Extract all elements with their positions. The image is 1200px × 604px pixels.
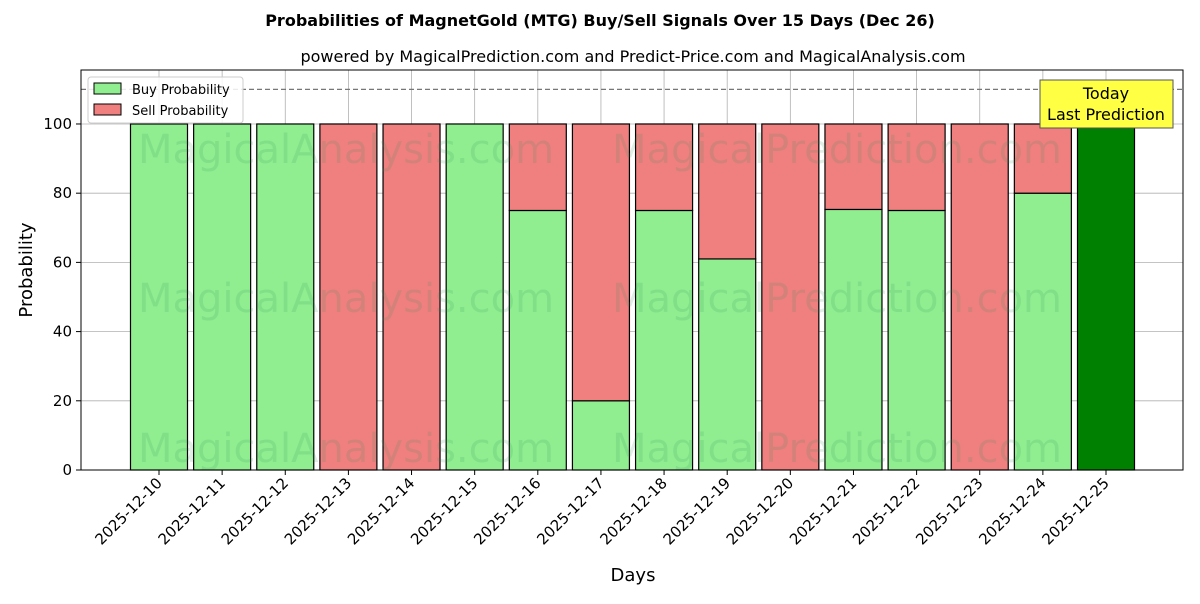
x-tick-label: 2025-12-16 bbox=[470, 474, 544, 548]
buy-bar bbox=[887, 209, 946, 471]
y-axis-label: Probability bbox=[16, 222, 37, 317]
today-annotation: Today Last Prediction bbox=[1039, 79, 1174, 129]
x-tick-label: 2025-12-22 bbox=[849, 474, 923, 548]
sell-bar bbox=[319, 123, 378, 471]
sell-bar bbox=[887, 123, 946, 212]
annotation-box bbox=[1039, 79, 1174, 129]
sell-bar bbox=[508, 123, 567, 212]
watermark: MagicalPrediction.com bbox=[612, 426, 1062, 472]
x-tick-label: 2025-12-13 bbox=[281, 474, 355, 548]
buy-bar bbox=[698, 258, 757, 471]
watermark: MagicalPrediction.com bbox=[612, 127, 1062, 173]
x-tick-label: 2025-12-23 bbox=[912, 474, 986, 548]
x-axis-label: Days bbox=[611, 565, 656, 586]
legend-label-sell: Sell Probability bbox=[132, 104, 229, 119]
watermark: MagicalAnalysis.com bbox=[138, 426, 554, 472]
sell-bar bbox=[950, 123, 1009, 471]
x-tick-label: 2025-12-14 bbox=[344, 474, 418, 548]
sell-bar bbox=[571, 123, 631, 402]
x-tick-label: 2025-12-15 bbox=[407, 474, 481, 548]
y-tick-label: 60 bbox=[53, 253, 72, 271]
legend-frame bbox=[87, 76, 244, 124]
sell-bar bbox=[382, 123, 441, 471]
annotation-line2: Last Prediction bbox=[1047, 105, 1165, 124]
legend-swatch-sell bbox=[93, 103, 122, 116]
sell-bar bbox=[824, 123, 883, 211]
buy-bar bbox=[571, 400, 631, 471]
x-tick-label: 2025-12-19 bbox=[660, 474, 734, 548]
y-tick-label: 0 bbox=[62, 461, 72, 479]
watermark: MagicalAnalysis.com bbox=[138, 276, 554, 322]
buy-bar bbox=[445, 123, 504, 471]
legend: Buy Probability Sell Probability bbox=[87, 76, 244, 124]
buy-bar bbox=[1013, 192, 1072, 471]
y-tick-label: 80 bbox=[53, 184, 72, 202]
buy-bar bbox=[1076, 123, 1136, 471]
buy-bar bbox=[256, 123, 315, 471]
chart-title: Probabilities of MagnetGold (MTG) Buy/Se… bbox=[265, 11, 935, 30]
annotation-line1: Today bbox=[1082, 84, 1129, 103]
x-tick-label: 2025-12-20 bbox=[723, 474, 797, 548]
sell-bar bbox=[698, 123, 757, 260]
x-tick-label: 2025-12-10 bbox=[91, 474, 165, 548]
y-tick-label: 100 bbox=[43, 115, 72, 133]
watermark: MagicalPrediction.com bbox=[612, 276, 1062, 322]
x-tick-label: 2025-12-21 bbox=[786, 474, 860, 548]
y-tick-label: 40 bbox=[53, 323, 72, 341]
watermark: MagicalAnalysis.com bbox=[138, 127, 554, 173]
sell-bar bbox=[1013, 123, 1072, 194]
sell-bar bbox=[634, 123, 694, 212]
y-tick-label: 20 bbox=[53, 392, 72, 410]
buy-bar bbox=[824, 208, 883, 471]
watermarks: MagicalAnalysis.com MagicalPrediction.co… bbox=[138, 127, 1062, 472]
legend-label-buy: Buy Probability bbox=[132, 83, 230, 98]
sell-bar bbox=[761, 123, 820, 471]
buy-bar bbox=[634, 209, 694, 471]
x-tick-label: 2025-12-11 bbox=[155, 474, 229, 548]
x-tick-label: 2025-12-17 bbox=[533, 474, 607, 548]
x-tick-label: 2025-12-24 bbox=[975, 474, 1049, 548]
x-tick-label: 2025-12-25 bbox=[1038, 474, 1112, 548]
x-tick-label: 2025-12-12 bbox=[218, 474, 292, 548]
legend-swatch-buy bbox=[93, 82, 122, 95]
bars bbox=[129, 123, 1136, 471]
plot-frame bbox=[80, 69, 1184, 471]
chart-subtitle: powered by MagicalPrediction.com and Pre… bbox=[300, 47, 965, 66]
buy-bar bbox=[508, 209, 567, 471]
x-tick-label: 2025-12-18 bbox=[597, 474, 671, 548]
